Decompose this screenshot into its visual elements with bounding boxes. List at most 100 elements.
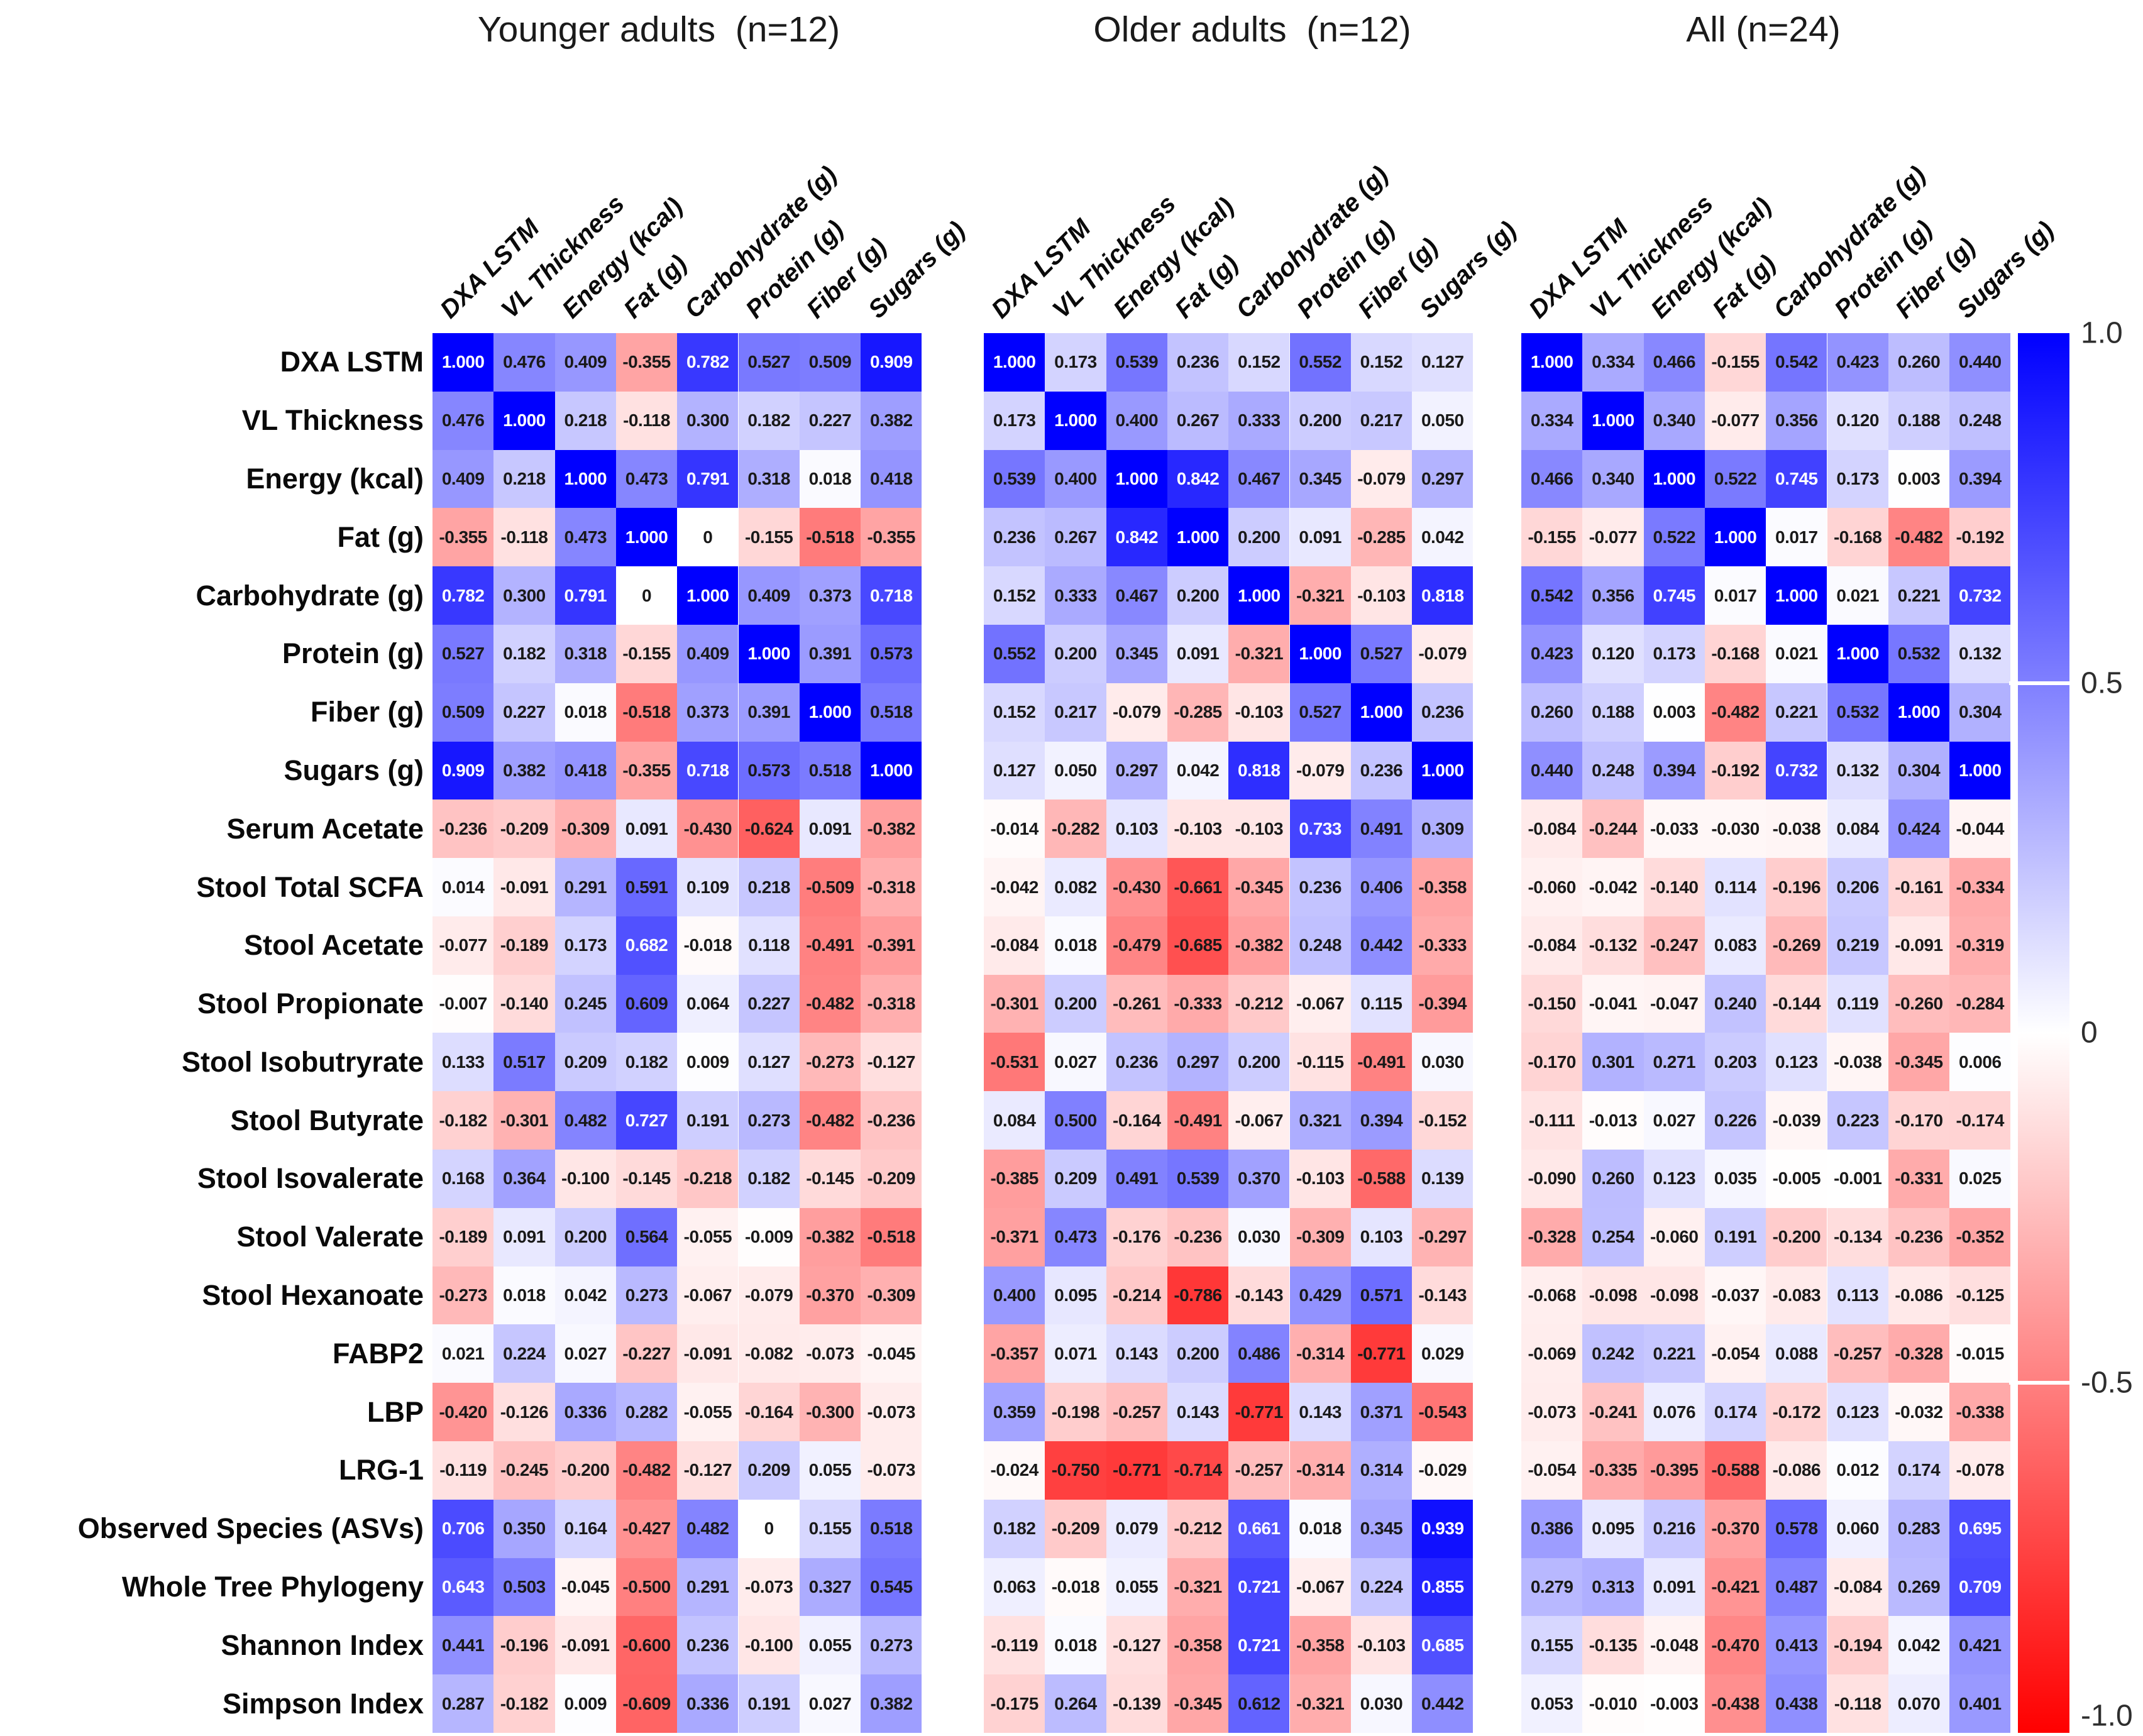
- heatmap-cell: 0.791: [677, 449, 739, 508]
- heatmap-cell: 1.000: [554, 449, 616, 508]
- heatmap-cell: 0.382: [493, 741, 555, 800]
- heatmap-cell: -0.073: [738, 1557, 800, 1617]
- heatmap-cell: 0.283: [1888, 1499, 1950, 1558]
- heatmap-cell: 0.227: [493, 683, 555, 742]
- heatmap-cell: -0.358: [1167, 1616, 1229, 1675]
- heatmap-cell: 0.091: [799, 799, 861, 859]
- heatmap-cell: 0.545: [861, 1557, 922, 1617]
- heatmap-cell: 0.226: [1704, 1091, 1766, 1150]
- heatmap-cell: -0.247: [1643, 916, 1705, 975]
- heatmap-cell: -0.014: [984, 799, 1045, 859]
- heatmap-cell: -0.321: [1228, 624, 1290, 683]
- heatmap-cell: 1.000: [1350, 683, 1413, 742]
- heatmap-cell: -0.143: [1412, 1266, 1474, 1325]
- heatmap-cell: -0.438: [1704, 1674, 1766, 1733]
- heatmap-cell: 0.236: [1412, 683, 1474, 742]
- heatmap-cell: 0.782: [677, 333, 739, 392]
- heatmap-cell: 0.297: [1106, 741, 1167, 800]
- heatmap-cell: 0.109: [677, 858, 739, 916]
- heatmap-cell: 0.055: [799, 1616, 861, 1675]
- heatmap-cell: -0.391: [861, 916, 922, 975]
- heatmap-cell: 1.000: [1412, 741, 1474, 800]
- heatmap-cell: 0.248: [1289, 916, 1351, 975]
- heatmap-cell: -0.139: [1106, 1674, 1167, 1733]
- heatmap-cell: -0.032: [1888, 1383, 1950, 1441]
- heatmap-cell: 0.103: [1106, 799, 1167, 859]
- heatmap-cell: 0.732: [1949, 566, 2011, 625]
- heatmap-cell: 0.127: [1412, 333, 1474, 392]
- heatmap-cell: 0.350: [493, 1499, 555, 1558]
- heatmap-cell: 0.076: [1643, 1383, 1705, 1441]
- heatmap-cell: -0.073: [861, 1383, 922, 1441]
- heatmap-cell: -0.491: [799, 916, 861, 975]
- heatmap-cell: -0.333: [1167, 974, 1229, 1033]
- heatmap-cell: 0.200: [1167, 566, 1229, 625]
- heatmap-cell: 1.000: [1167, 508, 1229, 567]
- heatmap-cell: 0.394: [1350, 1091, 1413, 1150]
- heatmap-cell: -0.150: [1521, 974, 1583, 1033]
- heatmap-cell: -0.588: [1704, 1441, 1766, 1500]
- heatmap-cell: 0.021: [1827, 566, 1888, 625]
- heatmap-cell: 0.091: [1289, 508, 1351, 567]
- heatmap-cell: -0.060: [1521, 858, 1583, 916]
- row-label: VL Thickness: [241, 404, 424, 437]
- heatmap-cell: 0.027: [799, 1674, 861, 1733]
- heatmap-cell: 0.173: [1045, 333, 1106, 392]
- heatmap-cell: -0.126: [493, 1383, 555, 1441]
- heatmap-cell: -0.358: [1412, 858, 1474, 916]
- row-label: Sugars (g): [284, 754, 424, 786]
- heatmap-cell: -0.024: [984, 1441, 1045, 1500]
- row-label: Fat (g): [337, 520, 424, 553]
- heatmap-cell: -0.175: [984, 1674, 1045, 1733]
- heatmap-cell: 0.217: [1350, 391, 1413, 450]
- heatmap-cell: 0.095: [1582, 1499, 1644, 1558]
- heatmap-cell: -0.033: [1643, 799, 1705, 859]
- heatmap-cell: -0.039: [1766, 1091, 1827, 1150]
- heatmap-cell: 0.209: [738, 1441, 800, 1500]
- heatmap-cell: 0.053: [1521, 1674, 1583, 1733]
- heatmap-cell: -0.082: [738, 1324, 800, 1383]
- heatmap-cell: -0.212: [1228, 974, 1290, 1033]
- heatmap-cell: -0.044: [1949, 799, 2011, 859]
- heatmap-cell: -0.430: [1106, 858, 1167, 916]
- heatmap-cell: -0.170: [1521, 1033, 1583, 1092]
- heatmap-cell: 1.000: [1106, 449, 1167, 508]
- heatmap-cell: -0.140: [493, 974, 555, 1033]
- heatmap-cell: -0.152: [1412, 1091, 1474, 1150]
- heatmap-cell: 0.441: [432, 1616, 494, 1675]
- heatmap-cell: 0.421: [1949, 1616, 2011, 1675]
- heatmap-cell: 0.301: [1582, 1033, 1644, 1092]
- colorbar-label: -0.5: [2081, 1366, 2133, 1400]
- row-label: Stool Isobutryrate: [181, 1045, 424, 1078]
- heatmap-cell: -0.054: [1704, 1324, 1766, 1383]
- heatmap-cell: 0.300: [677, 391, 739, 450]
- heatmap-cell: -0.509: [799, 858, 861, 916]
- heatmap-cell: 1.000: [432, 333, 494, 392]
- heatmap-cell: 0.245: [554, 974, 616, 1033]
- heatmap-cell: 0.260: [1582, 1150, 1644, 1208]
- heatmap-cell: 0.382: [861, 1674, 922, 1733]
- heatmap-cell: 0.236: [1350, 741, 1413, 800]
- heatmap-cell: 0.517: [493, 1033, 555, 1092]
- heatmap-cell: 0.297: [1412, 449, 1474, 508]
- heatmap-cell: 0.035: [1704, 1150, 1766, 1208]
- heatmap-cell: -0.015: [1949, 1324, 2011, 1383]
- heatmap-cell: 0.818: [1412, 566, 1474, 625]
- heatmap-cell: 0.340: [1582, 449, 1644, 508]
- row-label: DXA LSTM: [280, 346, 424, 378]
- heatmap-cell: 0.336: [554, 1383, 616, 1441]
- heatmap-cell: 0.345: [1289, 449, 1351, 508]
- heatmap-cell: -0.771: [1350, 1324, 1413, 1383]
- heatmap-cell: 0.071: [1045, 1324, 1106, 1383]
- heatmap-cell: -0.588: [1350, 1150, 1413, 1208]
- heatmap-cell: -0.518: [799, 508, 861, 567]
- heatmap-cell: -0.786: [1167, 1266, 1229, 1325]
- heatmap-cell: 0.500: [1045, 1091, 1106, 1150]
- heatmap-cell: 0.218: [554, 391, 616, 450]
- heatmap-cell: 0.018: [1045, 1616, 1106, 1675]
- heatmap-cell: 0.155: [799, 1499, 861, 1558]
- heatmap-cell: -0.042: [984, 858, 1045, 916]
- colorbar-label: 1.0: [2081, 316, 2123, 350]
- heatmap-cell: -0.079: [1289, 741, 1351, 800]
- heatmap-cell: -0.338: [1949, 1383, 2011, 1441]
